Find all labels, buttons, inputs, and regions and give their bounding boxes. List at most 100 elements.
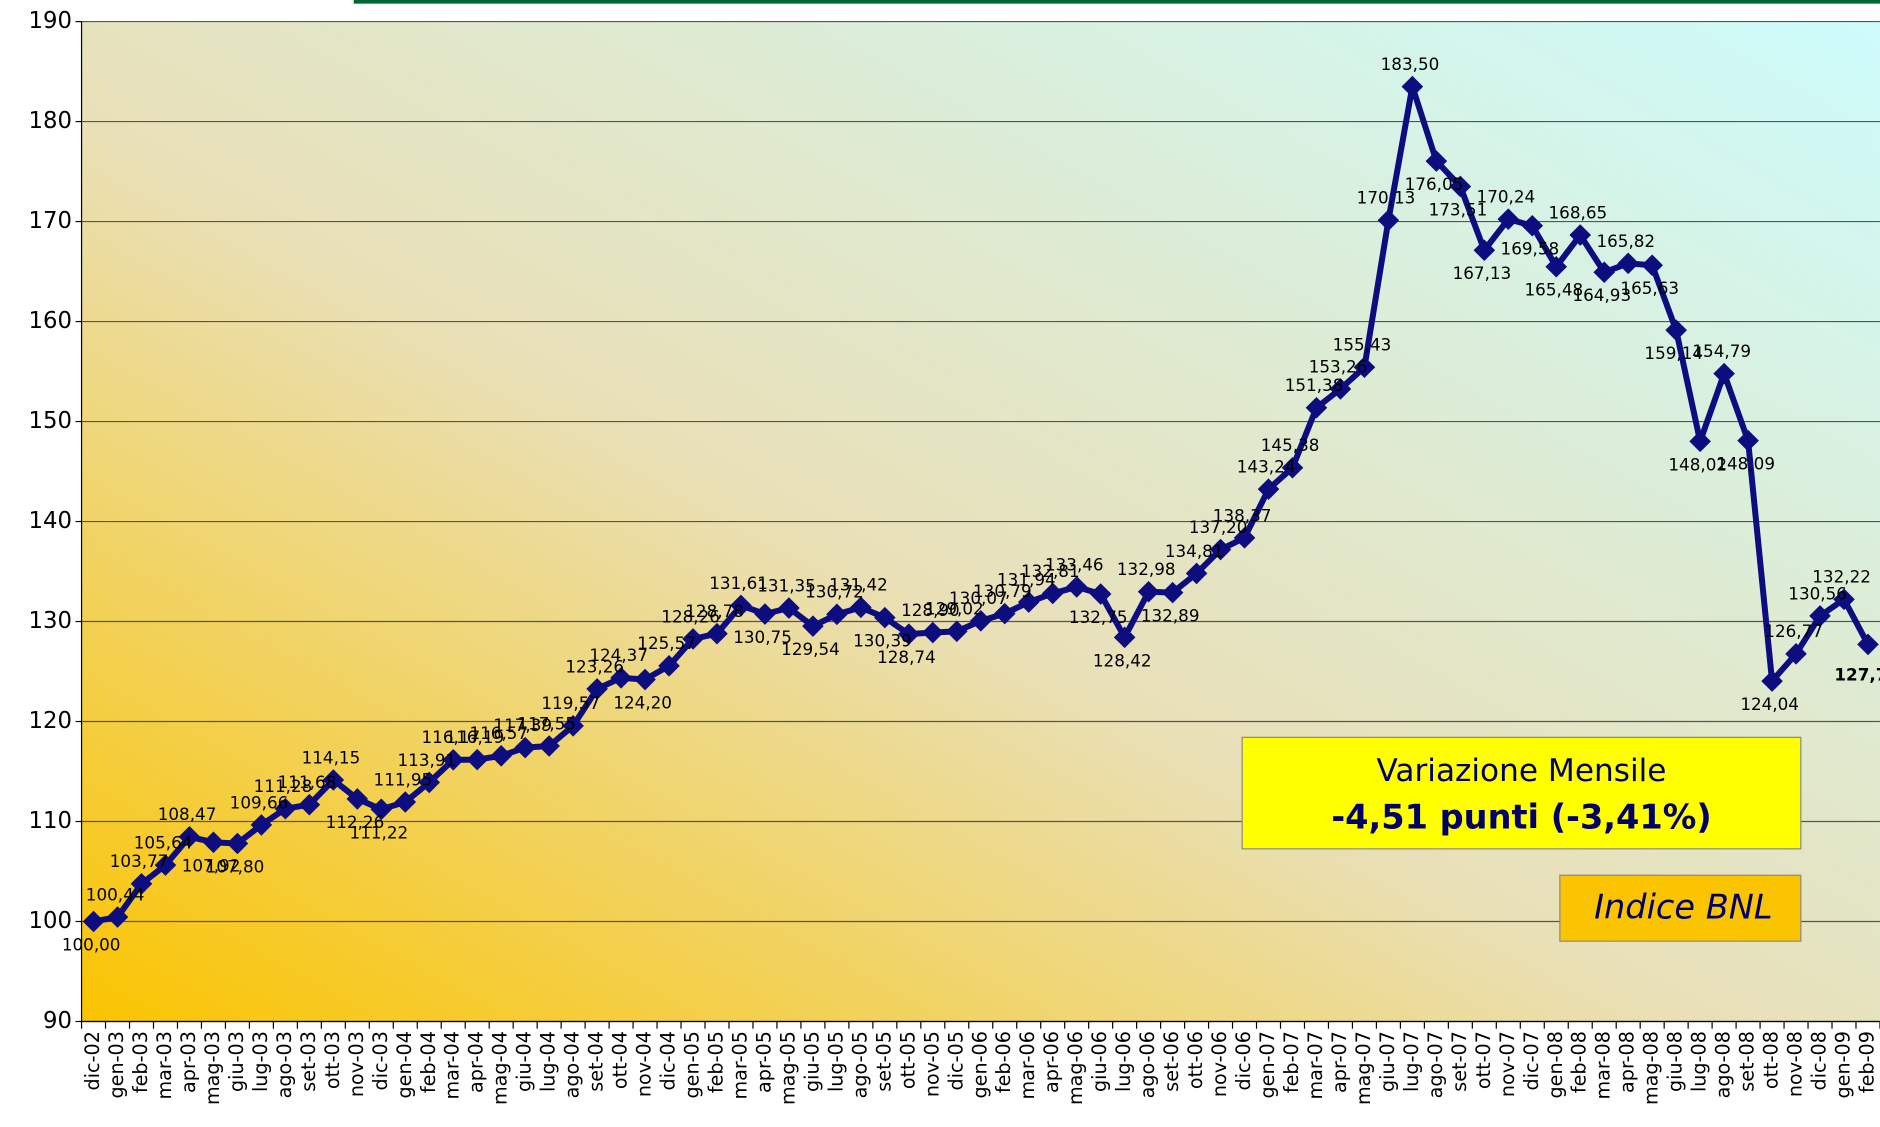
point-marker <box>610 667 632 689</box>
data-label: 128,78 <box>685 601 744 621</box>
x-tick-label: gen-03 <box>105 1031 128 1098</box>
x-tick-label: gen-08 <box>1544 1031 1567 1098</box>
y-tick-label: 150 <box>29 408 72 434</box>
data-label: 167,13 <box>1453 263 1512 283</box>
data-label: 143,24 <box>1237 457 1296 477</box>
y-tick-label: 110 <box>29 808 72 834</box>
x-tick-label: apr-05 <box>752 1031 775 1093</box>
data-label: 168,65 <box>1548 202 1607 222</box>
x-tick-label: set-03 <box>297 1031 320 1092</box>
x-tick-label: feb-07 <box>1280 1031 1303 1093</box>
point-marker <box>82 910 105 933</box>
x-tick-label: set-06 <box>1160 1031 1183 1092</box>
x-tick-label: set-08 <box>1736 1031 1759 1092</box>
data-label: 114,15 <box>302 747 361 767</box>
data-label: 134,81 <box>1165 541 1224 561</box>
data-label: 173,51 <box>1429 199 1488 219</box>
data-label: 130,56 <box>1788 583 1847 603</box>
data-label: 131,94 <box>997 570 1056 590</box>
point-marker <box>1521 214 1544 237</box>
x-tick-label: giu-05 <box>800 1031 823 1092</box>
data-label: 123,26 <box>565 656 624 676</box>
data-label: 109,66 <box>230 792 289 812</box>
data-label: 170,24 <box>1477 187 1536 207</box>
x-tick-label: mag-05 <box>776 1031 799 1105</box>
point-marker <box>778 597 800 619</box>
point-marker <box>442 749 465 771</box>
x-tick-label: set-07 <box>1448 1031 1471 1092</box>
x-tick-label: feb-05 <box>704 1031 727 1093</box>
point-marker <box>514 736 536 759</box>
data-label: 126,77 <box>1764 621 1823 641</box>
x-tick-label: lug-07 <box>1400 1031 1423 1092</box>
point-marker <box>178 826 201 848</box>
x-tick-label: dic-08 <box>1808 1031 1831 1090</box>
x-tick-label: nov-03 <box>345 1031 368 1097</box>
point-marker <box>1353 356 1376 379</box>
point-marker <box>1113 626 1136 649</box>
annotation-box <box>1241 736 1802 850</box>
x-tick-label: mag-03 <box>201 1031 224 1105</box>
point-marker <box>898 623 920 645</box>
data-label: 107,92 <box>182 855 241 875</box>
point-marker <box>658 655 680 677</box>
y-tick-label: 160 <box>29 308 72 334</box>
data-label: 124,37 <box>589 645 648 665</box>
point-marker <box>993 602 1016 625</box>
point-marker <box>1137 580 1160 603</box>
data-label: 111,95 <box>374 769 433 789</box>
point-marker <box>1665 319 1687 341</box>
point-marker <box>802 615 824 637</box>
x-tick-label: gen-07 <box>1256 1031 1279 1098</box>
data-label: 103,77 <box>110 851 169 871</box>
data-label: 128,90 <box>901 600 960 620</box>
x-tick-label: ott-03 <box>321 1031 344 1089</box>
x-tick-label: nov-06 <box>1208 1031 1231 1097</box>
data-label: 111,28 <box>254 776 313 796</box>
data-label: 159,14 <box>1644 343 1703 363</box>
annotation: Indice BNL <box>1594 887 1772 926</box>
point-marker <box>1329 378 1352 400</box>
data-label: 137,20 <box>1189 517 1248 537</box>
data-label: 129,02 <box>925 599 984 619</box>
x-tick-label: mar-03 <box>153 1031 176 1099</box>
x-tick-label: nov-08 <box>1784 1031 1807 1097</box>
x-tick-label: mar-04 <box>441 1031 464 1099</box>
data-label: 148,02 <box>1668 454 1727 474</box>
x-tick-label: apr-06 <box>1040 1031 1063 1093</box>
x-tick-label: mar-08 <box>1592 1031 1615 1099</box>
point-marker <box>1425 150 1448 172</box>
x-tick-label: feb-03 <box>129 1031 152 1093</box>
x-tick-label: ago-08 <box>1712 1031 1735 1098</box>
point-marker <box>1161 581 1184 604</box>
y-tick-label: 180 <box>29 108 72 134</box>
point-marker <box>1689 430 1711 453</box>
data-label: 131,61 <box>709 573 768 593</box>
data-label: 116,17 <box>421 727 480 747</box>
y-tick-label: 100 <box>29 908 72 934</box>
y-tick-label: 190 <box>29 8 72 34</box>
data-label: 165,48 <box>1525 280 1584 300</box>
x-tick-label: mar-06 <box>1016 1031 1039 1099</box>
x-tick-label: feb-06 <box>992 1031 1015 1093</box>
data-label: 138,37 <box>1213 505 1272 525</box>
x-tick-label: ott-04 <box>609 1031 632 1089</box>
data-label: 130,07 <box>949 588 1008 608</box>
x-tick-label: mag-06 <box>1064 1031 1087 1105</box>
x-tick-label: lug-03 <box>249 1031 272 1092</box>
x-tick-label: gen-05 <box>681 1031 704 1098</box>
x-tick-label: apr-08 <box>1616 1031 1639 1093</box>
x-tick-label: apr-04 <box>465 1031 488 1093</box>
x-tick-label: dic-05 <box>944 1031 967 1090</box>
point-marker <box>1233 527 1256 549</box>
data-label: 169,58 <box>1501 239 1560 259</box>
x-tick-label: ott-05 <box>896 1031 919 1089</box>
data-label: 117,39 <box>493 715 552 735</box>
data-label: 100,44 <box>86 885 145 905</box>
point-marker <box>1041 582 1064 605</box>
point-marker <box>706 622 728 645</box>
x-tick-label: ott-06 <box>1184 1031 1207 1089</box>
data-label: 112,26 <box>326 812 385 832</box>
x-tick-label: mag-04 <box>489 1031 512 1105</box>
